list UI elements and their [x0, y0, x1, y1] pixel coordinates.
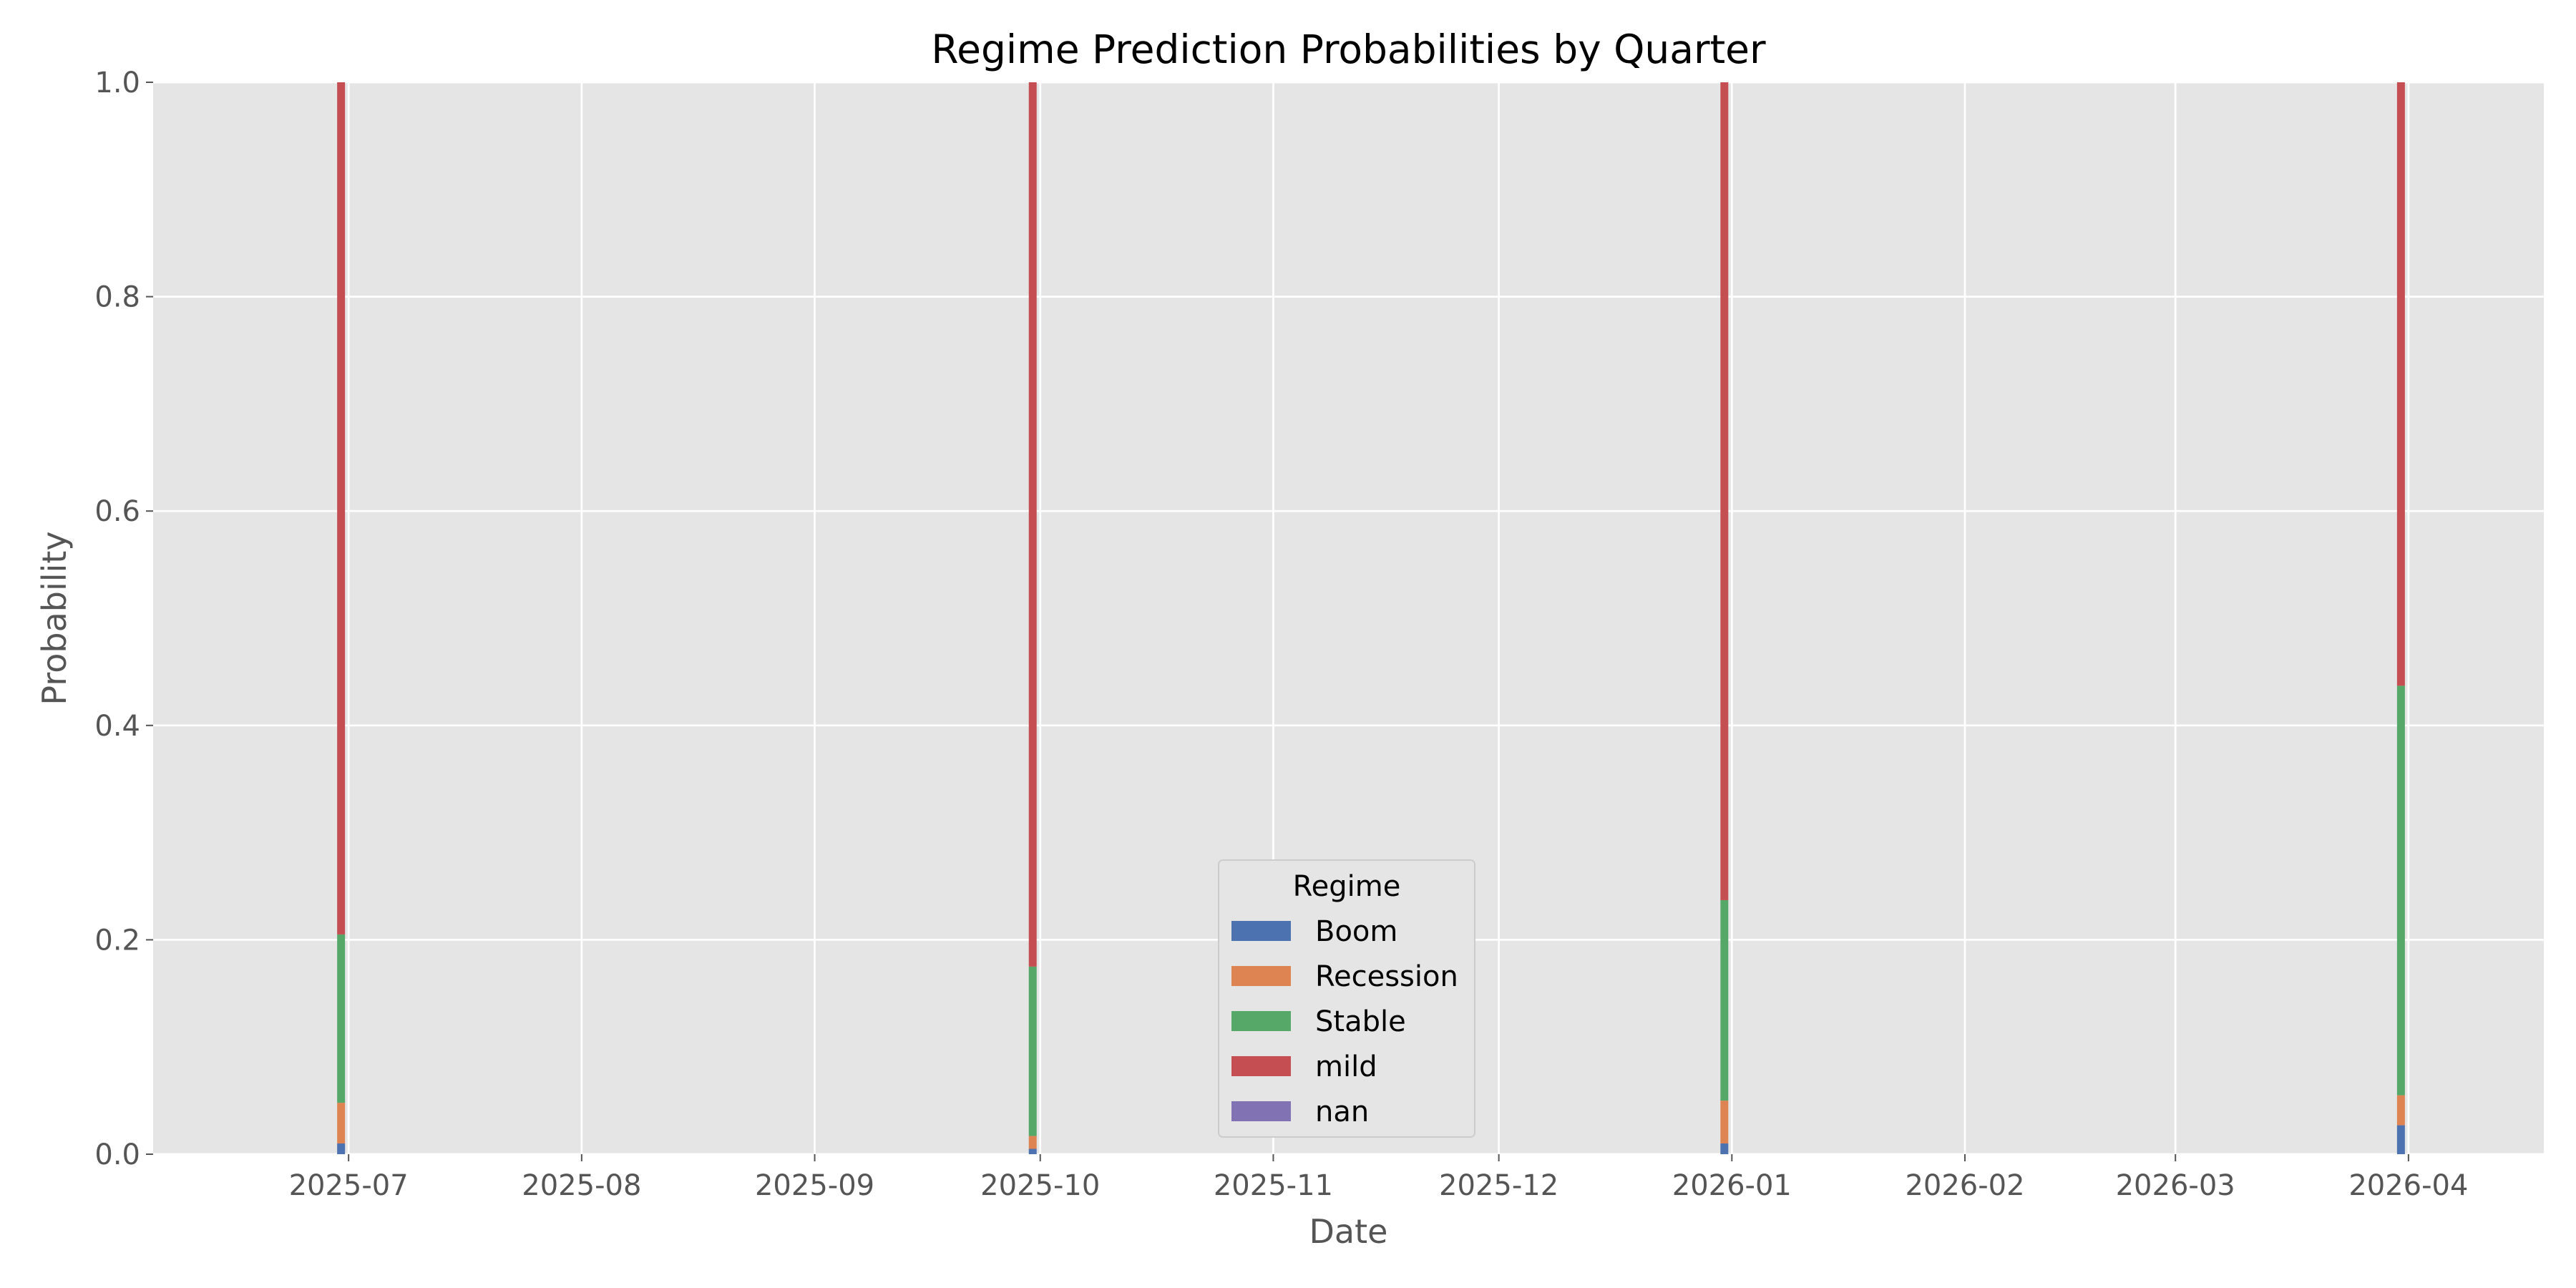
legend-label: Boom: [1315, 915, 1397, 948]
legend-swatch: [1231, 1056, 1291, 1076]
bar-segment-recession: [2397, 1096, 2405, 1126]
x-tick-label: 2026-02: [1905, 1169, 2024, 1202]
legend: Regime Boom Recession Stable mild nan: [1219, 860, 1475, 1137]
bar-segment-stable: [2397, 686, 2405, 1095]
bar-segment-boom: [337, 1143, 345, 1154]
bar-segment-boom: [2397, 1126, 2405, 1154]
y-tick-label: 0.2: [94, 924, 140, 957]
bar-segment-stable: [1720, 900, 1728, 1101]
y-tick-label: 0.8: [94, 281, 140, 314]
bar-segment-stable: [337, 935, 345, 1103]
bar-segment-mild: [2397, 82, 2405, 686]
bar-segment-stable: [1029, 967, 1037, 1136]
legend-swatch: [1231, 1011, 1291, 1031]
y-axis-label: Probability: [35, 531, 74, 705]
legend-label: mild: [1315, 1050, 1377, 1083]
bar-segment-mild: [1029, 82, 1037, 967]
x-axis: 2025-07 2025-08 2025-09 2025-10 2025-11 2025-…: [289, 1154, 2469, 1202]
chart-title: Regime Prediction Probabilities by Quart…: [931, 26, 1766, 72]
bar-segment-recession: [337, 1103, 345, 1143]
legend-swatch: [1231, 1101, 1291, 1121]
bar-segment-recession: [1029, 1136, 1037, 1149]
x-axis-label: Date: [1309, 1212, 1388, 1251]
x-tick-label: 2026-03: [2116, 1169, 2235, 1202]
legend-label: nan: [1315, 1096, 1369, 1128]
y-tick-label: 0.0: [94, 1138, 140, 1171]
legend-title: Regime: [1293, 870, 1401, 903]
y-tick-label: 0.4: [94, 710, 140, 743]
x-tick-label: 2025-10: [980, 1169, 1100, 1202]
x-tick-label: 2025-08: [522, 1169, 641, 1202]
y-axis: 0.0 0.2 0.4 0.6 0.8 1.0: [94, 67, 153, 1171]
x-tick-label: 2025-11: [1214, 1169, 1333, 1202]
bar-segment-recession: [1720, 1101, 1728, 1143]
bar-segment-boom: [1720, 1143, 1728, 1154]
y-tick-label: 1.0: [94, 67, 140, 99]
bar-segment-mild: [1720, 82, 1728, 900]
legend-label: Recession: [1315, 960, 1458, 993]
x-tick-label: 2026-04: [2348, 1169, 2468, 1202]
legend-label: Stable: [1315, 1005, 1406, 1038]
bar-segment-boom: [1029, 1149, 1037, 1154]
x-tick-label: 2025-09: [755, 1169, 874, 1202]
x-tick-label: 2026-01: [1672, 1169, 1792, 1202]
x-tick-label: 2025-07: [289, 1169, 409, 1202]
legend-swatch: [1231, 966, 1291, 986]
y-tick-label: 0.6: [94, 495, 140, 528]
bar-segment-mild: [337, 82, 345, 935]
x-tick-label: 2025-12: [1439, 1169, 1558, 1202]
legend-swatch: [1231, 921, 1291, 941]
